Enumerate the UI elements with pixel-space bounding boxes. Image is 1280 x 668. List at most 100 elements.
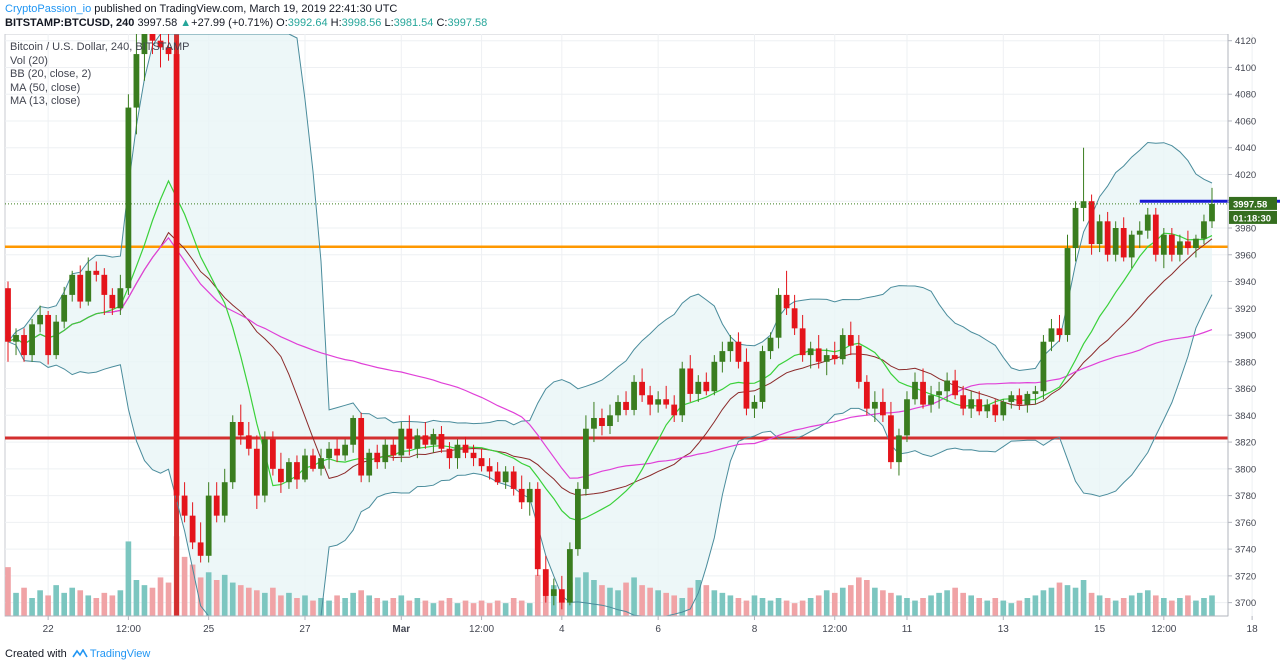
volume-bar [45, 595, 51, 616]
candle-body [639, 381, 645, 396]
volume-bar [647, 587, 653, 616]
last-price: 3997.58 [137, 17, 178, 29]
chart-area[interactable]: 3700 3720 3740 3760 3780 3800 3820 3840 3860 3880… [0, 33, 1280, 640]
x-tick-label: 12:00 [1151, 624, 1176, 635]
candle [133, 34, 140, 135]
y-tick-label: 3720 [1235, 571, 1256, 582]
volume-bar [631, 577, 637, 616]
volume-bar [422, 600, 429, 616]
candle [671, 395, 678, 422]
candle-body [711, 361, 718, 392]
candle [639, 368, 645, 402]
volume-bar [1080, 580, 1087, 616]
volume-bar [823, 590, 830, 616]
candle [189, 502, 196, 550]
candle-body [920, 381, 926, 405]
candle-body [294, 462, 300, 480]
volume-bar [157, 577, 164, 616]
candle-body [847, 335, 854, 346]
candle [430, 428, 437, 453]
candle-body [350, 417, 357, 445]
volume-bar [77, 590, 84, 616]
volume-bar [695, 580, 702, 616]
indicator-legend: Bitcoin / U.S. Dollar, 240, BITSTAMP Vol… [10, 41, 190, 109]
candle [278, 452, 284, 493]
candle-body [430, 434, 437, 445]
legend-vol[interactable]: Vol (20) [10, 54, 48, 67]
legend-bb[interactable]: BB (20, close, 2) [10, 68, 92, 80]
x-axis: 22 12:00 25 27 Mar 12:00 4 6 8 12:00 11 13 15 12:00 18… [5, 615, 1258, 635]
volume-bar [599, 585, 605, 616]
publish-line: CryptoPassion_io published on TradingVie… [5, 3, 397, 15]
candle-body [968, 399, 975, 409]
candle-body [1000, 401, 1007, 416]
candle [703, 372, 710, 396]
candle [406, 415, 413, 456]
candle-body [85, 270, 92, 302]
candle-body [952, 380, 959, 396]
candle-body [1185, 241, 1191, 249]
tradingview-brand[interactable]: TradingView [89, 648, 151, 660]
candle [984, 399, 991, 418]
candle [342, 439, 349, 461]
candle [149, 34, 156, 55]
volume-bar [767, 600, 774, 616]
candle-body [727, 341, 734, 352]
price-chart[interactable]: 3700 3720 3740 3760 3780 3800 3820 3840 3860 3880… [0, 33, 1280, 640]
candle [109, 288, 116, 315]
volume-bar [245, 587, 252, 616]
low-label: L: [384, 17, 394, 29]
volume-bar [1040, 590, 1047, 616]
candle [269, 431, 276, 476]
volume-bar [213, 580, 220, 616]
candle-body [767, 337, 774, 352]
candle [847, 321, 854, 356]
candle-body [53, 321, 60, 356]
candle-body [302, 455, 308, 480]
candle-body [141, 34, 148, 55]
change-up-arrow-icon: ▲ [180, 17, 192, 29]
candle [1152, 207, 1159, 262]
candle [462, 436, 469, 459]
candle [807, 341, 814, 369]
candle-body [109, 294, 116, 309]
volume-bar [294, 598, 300, 616]
published-text: published on TradingView.com, March 19, … [91, 3, 398, 15]
candle-body [45, 314, 52, 356]
volume-bar [743, 600, 750, 616]
candle [542, 555, 549, 603]
candle-body [912, 381, 918, 400]
candle [583, 415, 589, 496]
volume-bar [5, 567, 11, 616]
volume-bar [839, 587, 846, 616]
volume-bar [791, 603, 798, 616]
candle [1072, 201, 1079, 262]
last-price-tag-bg [1229, 196, 1277, 210]
candle-body [558, 589, 565, 603]
candle [944, 372, 950, 402]
x-tick-label: 12:00 [469, 624, 494, 635]
candle [1000, 399, 1007, 421]
candle-body [253, 448, 260, 496]
legend-title[interactable]: Bitcoin / U.S. Dollar, 240, BITSTAMP [10, 41, 190, 53]
candle [510, 466, 517, 496]
volume-bar [1104, 598, 1111, 616]
volume-bar [759, 598, 766, 616]
candle-body [77, 274, 84, 302]
candle [711, 355, 718, 396]
legend-ma13[interactable]: MA (13, close) [10, 95, 81, 107]
symbol-label[interactable]: BITSTAMP:BTCUSD, 240 [5, 17, 135, 29]
candle-body [799, 328, 806, 356]
candle-body [310, 455, 316, 469]
x-tick-label: 13 [998, 624, 1010, 635]
volume-bar [679, 598, 686, 616]
candle [1209, 187, 1215, 228]
candle [863, 375, 870, 416]
volume-bar [237, 585, 244, 616]
candle-body [823, 355, 830, 362]
candle-body [261, 439, 268, 496]
author-link[interactable]: CryptoPassion_io [5, 3, 92, 15]
candle [358, 412, 365, 483]
legend-ma50[interactable]: MA (50, close) [10, 81, 81, 94]
candle [992, 399, 999, 422]
